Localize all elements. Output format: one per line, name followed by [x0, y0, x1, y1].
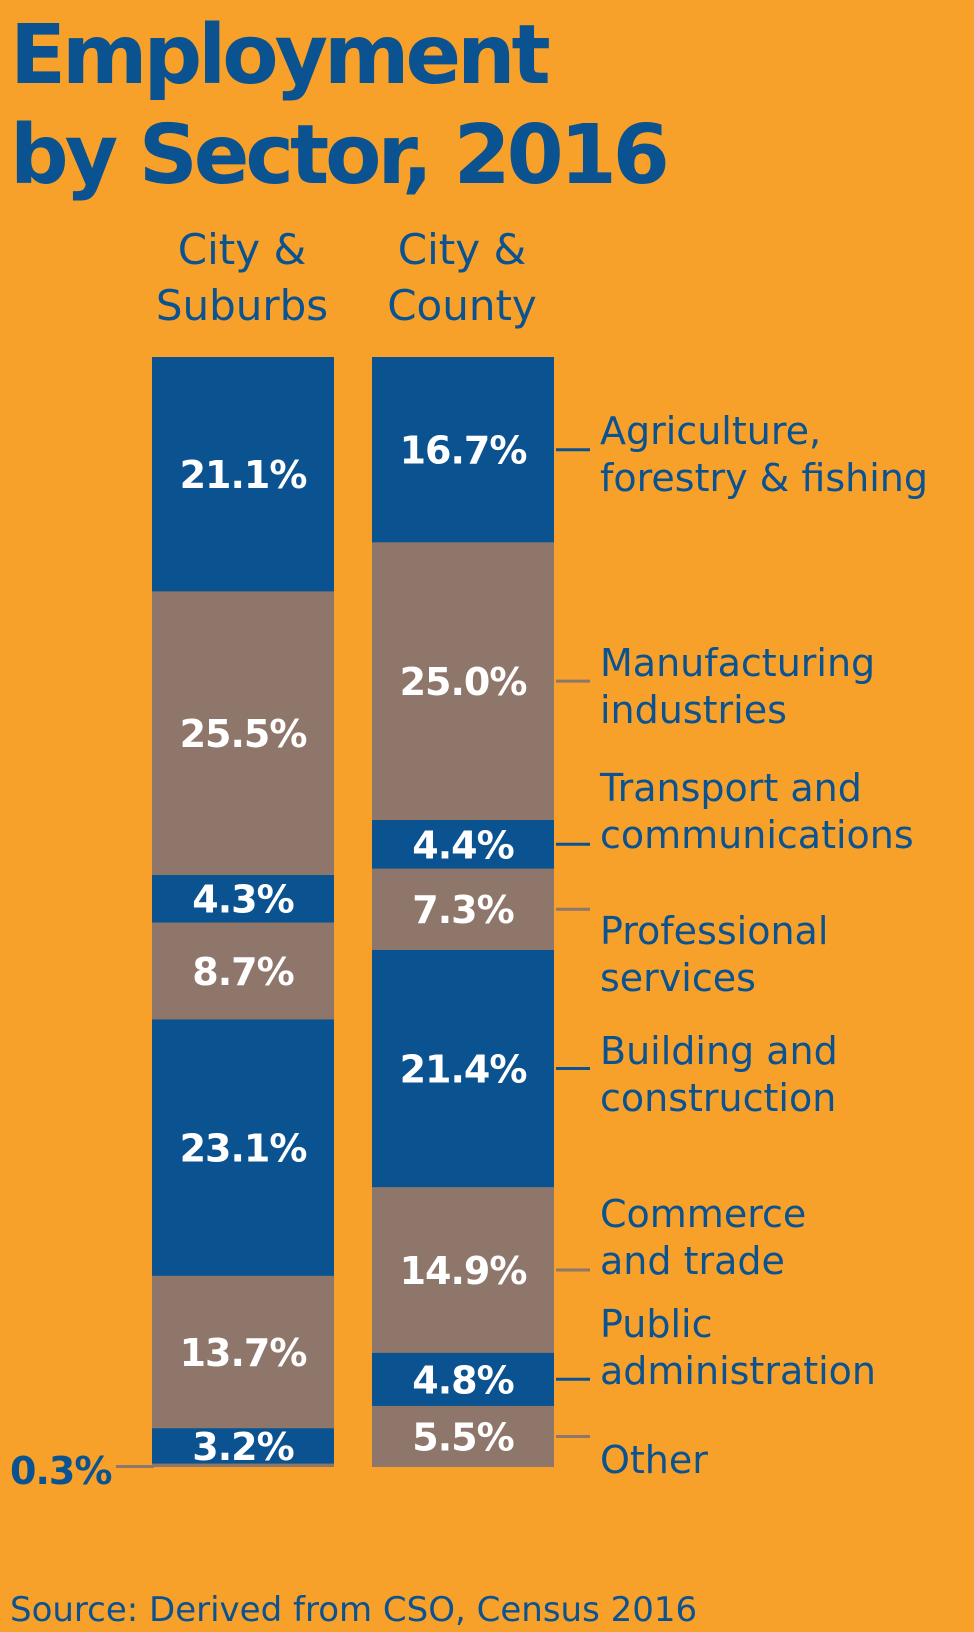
- category-label-line: communications: [600, 813, 914, 857]
- bar-segment-s1-c4: [372, 868, 554, 950]
- category-label-c7: Agriculture, forestry & fishing: [600, 409, 928, 500]
- value-label-s0-c6: 25.5%: [180, 712, 307, 756]
- value-label-s0-c0: 0.3%: [10, 1449, 111, 1493]
- chart-title-line-2: by Sector, 2016: [10, 108, 670, 203]
- category-label-line: and trade: [600, 1239, 785, 1283]
- value-label-s0-c2: 13.7%: [180, 1331, 307, 1375]
- value-label-s0-c7: 21.1%: [180, 453, 307, 497]
- bar-segment-s1-c3: [372, 949, 554, 1188]
- bar-segment-s0-c7: [152, 357, 334, 592]
- value-label-s1-c5: 4.4%: [412, 823, 513, 867]
- category-label-c2: Commerce and trade: [600, 1192, 806, 1283]
- stacked-bar-chart: 0.3% 3.2% 13.7% 23.1% 8.7% 4.3% 25.5% 21.1% 5.5%…: [10, 357, 928, 1493]
- category-label-c3: Building and construction: [600, 1029, 838, 1120]
- bar-segment-s0-c5: [152, 874, 334, 923]
- chart-title: Employment by Sector, 2016: [10, 6, 670, 206]
- value-label-s0-c1: 3.2%: [192, 1425, 293, 1469]
- category-label-c0: Other: [600, 1438, 708, 1482]
- value-label-s1-c6: 25.0%: [400, 660, 527, 704]
- category-label-line: industries: [600, 688, 787, 732]
- column-header-city-county: City & County: [352, 222, 572, 334]
- value-label-s0-c5: 4.3%: [192, 878, 293, 922]
- column-header-line: Suburbs: [155, 281, 329, 330]
- bar-segment-s1-c7: [372, 357, 554, 543]
- bar-segment-s1-c6: [372, 542, 554, 820]
- bar-segment-s1-c5: [372, 819, 554, 869]
- category-label-line: Professional: [600, 909, 828, 953]
- value-label-s1-c1: 4.8%: [412, 1358, 513, 1402]
- category-label-line: Other: [600, 1438, 708, 1482]
- value-label-s1-c7: 16.7%: [400, 429, 527, 473]
- value-label-s1-c2: 14.9%: [400, 1249, 527, 1293]
- column-header-city-suburbs: City & Suburbs: [132, 222, 352, 334]
- value-label-s1-c0: 5.5%: [412, 1416, 513, 1460]
- column-header-line: County: [387, 281, 537, 330]
- value-label-s1-c3: 21.4%: [400, 1048, 527, 1092]
- bar-segment-s0-c3: [152, 1019, 334, 1276]
- chart-title-line-1: Employment: [10, 8, 551, 103]
- category-label-c5: Transport and communications: [599, 766, 914, 857]
- bar-segment-s1-c0: [372, 1405, 554, 1467]
- category-label-line: Agriculture,: [600, 409, 821, 453]
- bar-segment-s0-c2: [152, 1275, 334, 1429]
- bar-segment-s1-c1: [372, 1352, 554, 1406]
- category-label-line: Transport and: [599, 766, 862, 810]
- value-label-s1-c4: 7.3%: [412, 888, 513, 932]
- category-label-line: Building and: [600, 1029, 838, 1073]
- value-label-s0-c4: 8.7%: [192, 950, 293, 994]
- bar-segment-s0-c6: [152, 591, 334, 875]
- category-label-line: Manufacturing: [600, 641, 875, 685]
- category-label-line: construction: [600, 1076, 836, 1120]
- bar-segment-s0-c0: [152, 1463, 334, 1467]
- source-note: Source: Derived from CSO, Census 2016: [10, 1590, 698, 1630]
- category-label-line: services: [600, 956, 756, 1000]
- category-label-line: administration: [600, 1349, 876, 1393]
- category-label-c1: Public administration: [600, 1302, 876, 1393]
- category-label-line: forestry & fishing: [600, 456, 928, 500]
- bar-segment-s0-c1: [152, 1428, 334, 1464]
- bar-segment-s0-c4: [152, 922, 334, 1020]
- column-header-line: City &: [397, 225, 527, 274]
- category-label-line: Public: [600, 1302, 712, 1346]
- category-label-line: Commerce: [600, 1192, 806, 1236]
- column-header-line: City &: [177, 225, 307, 274]
- bar-segment-s1-c2: [372, 1187, 554, 1353]
- value-label-s0-c3: 23.1%: [180, 1127, 307, 1171]
- category-label-c6: Manufacturing industries: [600, 641, 875, 732]
- category-label-c4: Professional services: [600, 909, 828, 1000]
